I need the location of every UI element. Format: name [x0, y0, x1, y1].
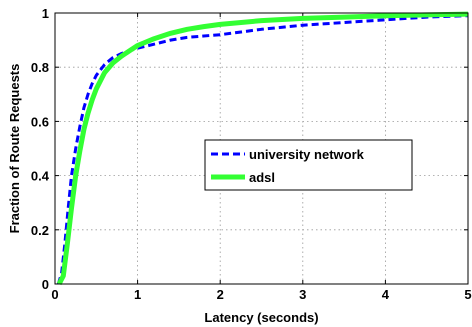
series-lines: [56, 11, 469, 286]
y-tick-label: 1: [42, 6, 49, 21]
y-axis-label: Fraction of Route Requests: [7, 64, 22, 234]
y-tick-label: 0.8: [31, 60, 49, 75]
series-line-adsl: [56, 11, 469, 286]
y-tick-label: 0: [42, 277, 49, 292]
plot-frame: [54, 12, 469, 285]
y-tick-label: 0.4: [31, 169, 50, 184]
axis-ticks: 0 1 2 3 4 5 0 0.2 0.4 0.6 0.8 1: [31, 6, 472, 302]
legend-label-adsl: adsl: [249, 170, 275, 185]
x-tick-label: 2: [217, 287, 224, 302]
x-tick-label: 3: [299, 287, 306, 302]
x-tick-label: 1: [134, 287, 141, 302]
x-axis-label: Latency (seconds): [204, 310, 318, 325]
y-tick-label: 0.6: [31, 114, 49, 129]
y-tick-label: 0.2: [31, 223, 49, 238]
legend-box: [204, 139, 413, 191]
legend-label-university-network: university network: [249, 147, 365, 162]
x-tick-label: 0: [51, 287, 58, 302]
legend: university network adsl: [204, 139, 413, 191]
x-tick-label: 5: [464, 287, 471, 302]
x-tick-label: 4: [382, 287, 390, 302]
